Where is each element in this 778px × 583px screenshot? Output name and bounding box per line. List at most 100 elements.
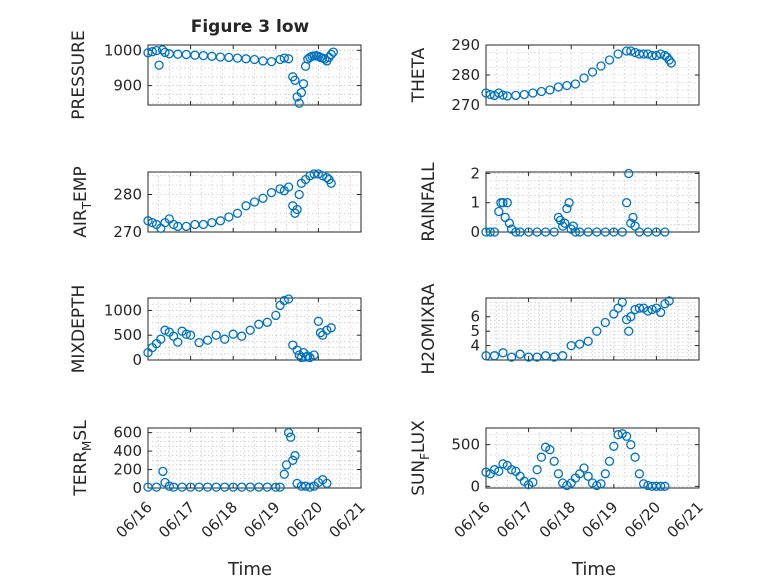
- data-point: [303, 351, 313, 361]
- data-point: [528, 88, 538, 98]
- data-point: [489, 351, 500, 361]
- data-point: [558, 351, 568, 361]
- data-point: [220, 334, 230, 344]
- data-point: [283, 427, 294, 438]
- data-point: [609, 441, 619, 451]
- data-point: [237, 331, 247, 341]
- y-axis-label-main: THETA: [409, 47, 429, 103]
- data-point: [634, 303, 645, 313]
- data-point: [232, 208, 243, 218]
- data-point: [621, 198, 632, 208]
- y-axis-label-subscript: F: [418, 453, 432, 460]
- y-axis-label-main: H2OMIXRA: [419, 283, 439, 374]
- y-tick-label: 500: [113, 326, 142, 344]
- data-point: [504, 218, 515, 228]
- series-markers: [481, 46, 676, 101]
- y-axis-label: MIXDEPTH: [69, 285, 89, 374]
- y-tick-label: 400: [113, 442, 142, 460]
- data-point: [600, 317, 610, 328]
- data-point: [536, 452, 547, 462]
- data-point: [279, 295, 289, 306]
- data-point: [143, 48, 153, 58]
- data-point: [489, 227, 500, 237]
- data-point: [494, 206, 504, 217]
- data-point: [241, 201, 251, 211]
- data-point: [545, 445, 555, 455]
- series-markers: [143, 294, 336, 363]
- data-point: [181, 329, 191, 339]
- subplot-3: 270 280 AIRTEMP: [71, 166, 362, 241]
- data-point: [207, 217, 217, 228]
- data-point: [326, 49, 336, 60]
- y-axis-label: THETA: [409, 47, 429, 103]
- data-point: [298, 79, 309, 89]
- data-point: [328, 47, 338, 57]
- data-point: [511, 227, 521, 237]
- data-point: [271, 310, 281, 321]
- data-point: [643, 306, 653, 316]
- data-point: [621, 46, 632, 56]
- data-point: [621, 431, 632, 441]
- data-point: [592, 480, 602, 491]
- data-point: [553, 212, 564, 223]
- data-point: [305, 482, 315, 492]
- data-point: [313, 169, 324, 179]
- data-point: [309, 169, 319, 179]
- data-point: [532, 465, 542, 475]
- y-tick-label: 5: [470, 322, 480, 340]
- data-point: [498, 348, 508, 358]
- data-point: [647, 50, 657, 61]
- data-point: [600, 469, 610, 479]
- series-markers: [143, 427, 332, 492]
- data-point: [494, 466, 504, 476]
- data-point: [568, 221, 578, 231]
- data-point: [664, 296, 674, 306]
- data-point: [157, 45, 168, 55]
- y-tick-label: 280: [451, 66, 480, 84]
- data-point: [536, 86, 547, 97]
- data-point: [617, 297, 627, 307]
- data-point: [626, 46, 636, 56]
- data-point: [158, 466, 168, 477]
- data-point: [156, 334, 166, 344]
- grid-lines: [148, 172, 361, 232]
- data-point: [266, 56, 277, 67]
- data-point: [164, 481, 174, 491]
- data-point: [283, 54, 294, 64]
- data-point: [296, 87, 307, 98]
- data-point: [249, 197, 260, 207]
- data-point: [562, 80, 572, 91]
- y-tick-label: 500: [451, 436, 480, 454]
- data-point: [647, 304, 657, 315]
- data-point: [194, 337, 204, 348]
- y-tick-label: 1000: [104, 41, 142, 59]
- y-tick-label: 1000: [104, 301, 142, 319]
- grid-lines: [148, 298, 361, 360]
- data-point: [630, 452, 640, 462]
- data-point: [549, 456, 559, 466]
- grid-lines: [486, 428, 699, 488]
- y-axis-label: AIRTEMP: [71, 166, 94, 237]
- data-point: [271, 482, 281, 492]
- y-axis-label: PRESSURE: [69, 30, 89, 119]
- y-tick-label: 280: [113, 186, 142, 204]
- data-point: [266, 187, 277, 198]
- data-point: [579, 73, 589, 83]
- data-point: [506, 465, 517, 475]
- data-point: [294, 98, 304, 108]
- data-point: [275, 482, 285, 492]
- data-point: [173, 337, 183, 347]
- y-axis-label: TERRMSL: [71, 420, 94, 497]
- data-point: [583, 336, 593, 346]
- data-point: [286, 432, 296, 442]
- data-point: [528, 477, 538, 487]
- x-axis-label-left: Time: [227, 559, 272, 580]
- data-point: [498, 198, 508, 208]
- data-point: [624, 168, 634, 179]
- data-point: [292, 204, 302, 215]
- data-point: [202, 335, 213, 345]
- data-point: [566, 340, 576, 351]
- data-point: [660, 227, 670, 237]
- data-point: [147, 217, 157, 228]
